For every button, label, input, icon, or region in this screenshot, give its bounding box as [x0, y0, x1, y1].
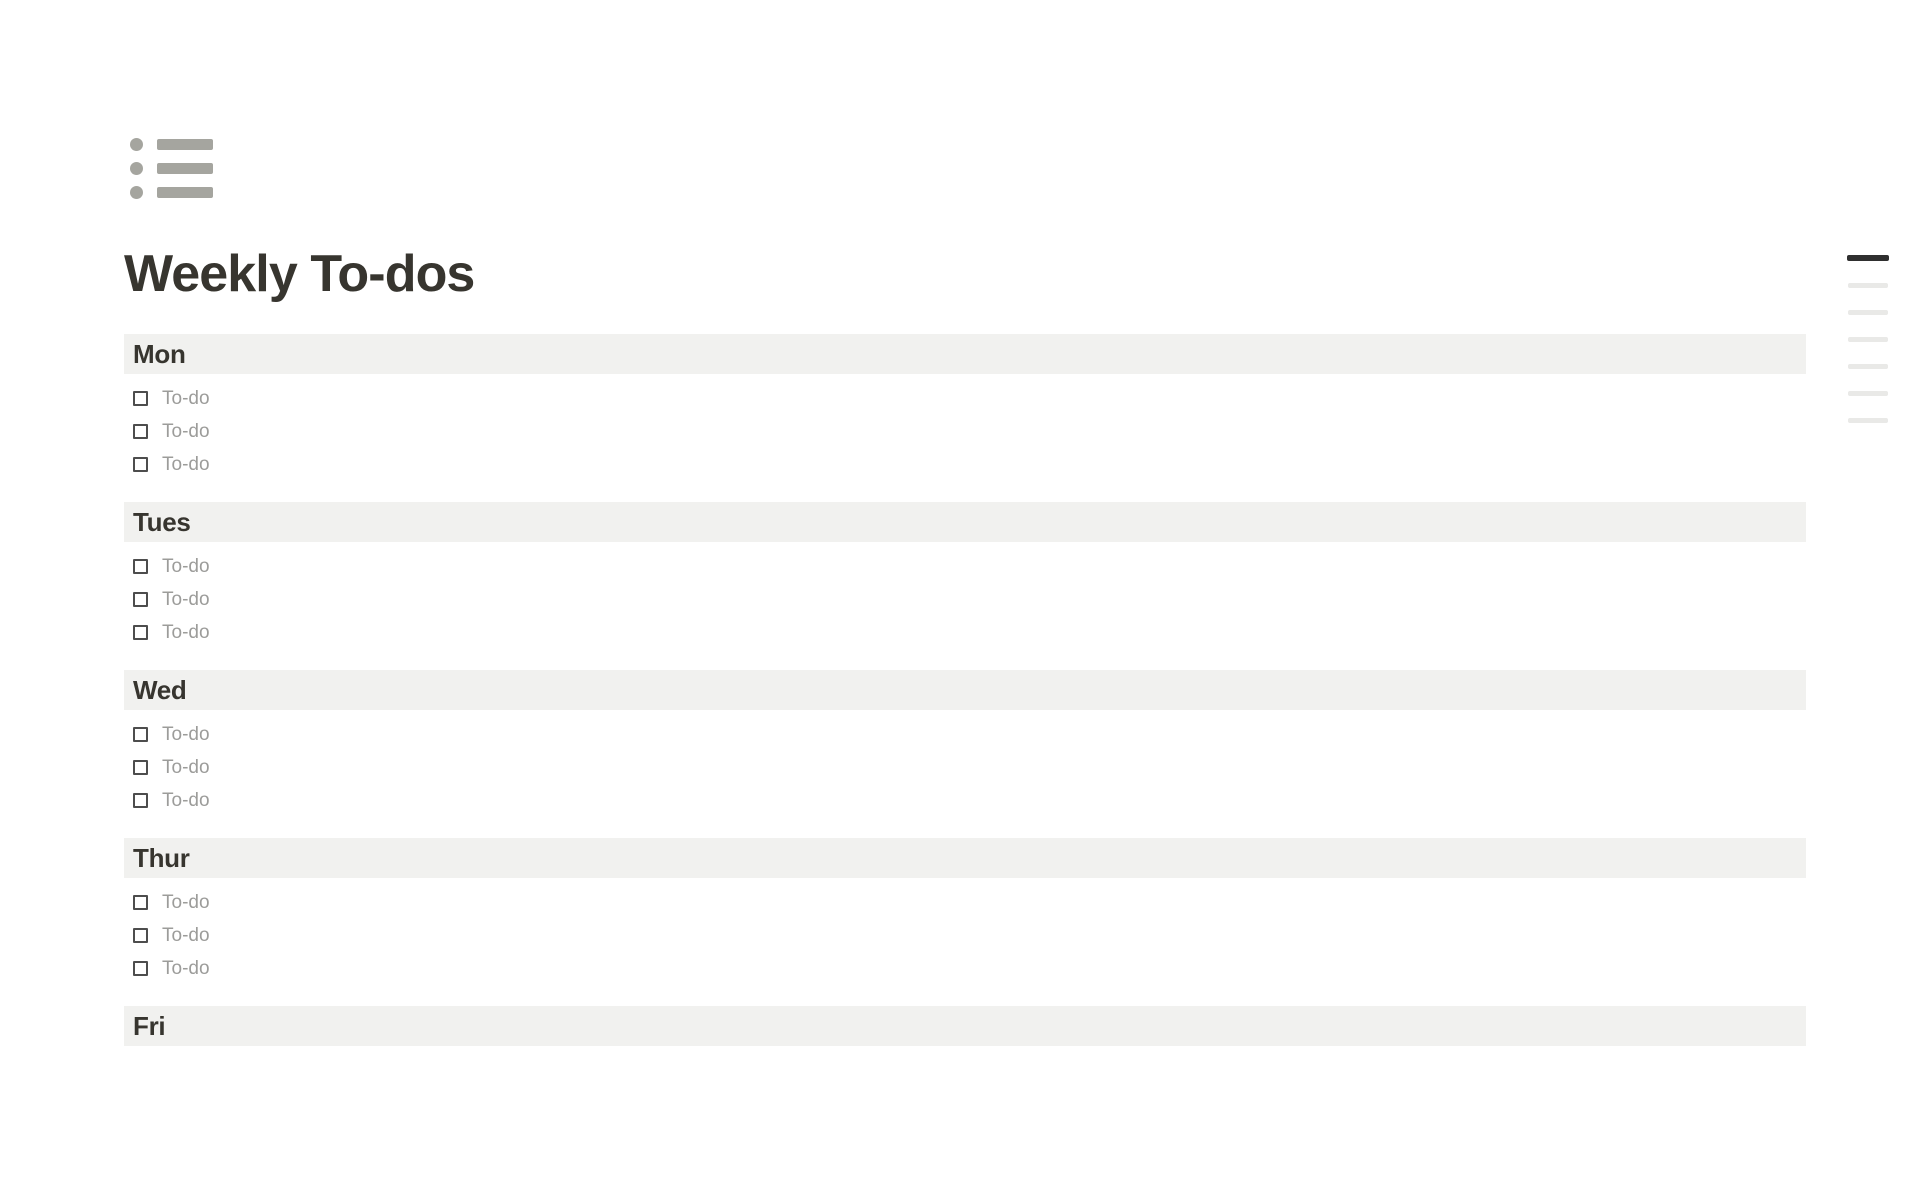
todo-label[interactable]: To-do: [162, 756, 210, 778]
list-icon-bullet: [130, 161, 143, 175]
todo-list: To-do To-do To-do: [124, 884, 1806, 1006]
toc-entry[interactable]: [1847, 255, 1889, 261]
day-section-header[interactable]: Fri: [124, 1006, 1806, 1046]
toc-entry[interactable]: [1848, 391, 1888, 396]
day-section: Tues To-do To-do To-do: [124, 502, 1806, 670]
todo-label[interactable]: To-do: [162, 588, 210, 610]
todo-row[interactable]: To-do: [124, 718, 1806, 751]
day-section: Fri: [124, 1006, 1806, 1075]
todo-row[interactable]: To-do: [124, 583, 1806, 616]
day-section-header[interactable]: Thur: [124, 838, 1806, 878]
todo-list: To-do To-do To-do: [124, 716, 1806, 838]
todo-label[interactable]: To-do: [162, 555, 210, 577]
list-icon-row: [130, 156, 216, 180]
list-icon-line: [157, 162, 213, 174]
todo-checkbox[interactable]: [133, 625, 148, 640]
todo-label[interactable]: To-do: [162, 957, 210, 979]
todo-row[interactable]: To-do: [124, 448, 1806, 481]
toc-entry[interactable]: [1848, 337, 1888, 342]
todo-checkbox[interactable]: [133, 592, 148, 607]
todo-checkbox[interactable]: [133, 895, 148, 910]
todo-label[interactable]: To-do: [162, 723, 210, 745]
list-icon-row: [130, 132, 216, 156]
day-section-label: Fri: [133, 1011, 166, 1041]
day-section-label: Tues: [133, 507, 191, 537]
todo-label[interactable]: To-do: [162, 621, 210, 643]
day-section: Wed To-do To-do To-do: [124, 670, 1806, 838]
todo-row[interactable]: To-do: [124, 919, 1806, 952]
day-section: Thur To-do To-do To-do: [124, 838, 1806, 1006]
day-section-label: Thur: [133, 843, 190, 873]
toc-entry[interactable]: [1848, 364, 1888, 369]
todo-row[interactable]: To-do: [124, 952, 1806, 985]
list-icon-bullet: [130, 185, 143, 199]
toc-entry[interactable]: [1848, 283, 1888, 288]
todo-checkbox[interactable]: [133, 424, 148, 439]
todo-checkbox[interactable]: [133, 457, 148, 472]
day-section: Mon To-do To-do To-do: [124, 334, 1806, 502]
list-icon-row: [130, 180, 216, 204]
todo-checkbox[interactable]: [133, 727, 148, 742]
todo-label[interactable]: To-do: [162, 789, 210, 811]
todo-checkbox[interactable]: [133, 760, 148, 775]
todo-label[interactable]: To-do: [162, 891, 210, 913]
todo-checkbox[interactable]: [133, 559, 148, 574]
todo-row[interactable]: To-do: [124, 550, 1806, 583]
todo-label[interactable]: To-do: [162, 387, 210, 409]
todo-list: To-do To-do To-do: [124, 380, 1806, 502]
sections-container: Mon To-do To-do To-do Tues To-do To-do To-do Wed…: [124, 334, 1806, 1075]
todo-label[interactable]: To-do: [162, 420, 210, 442]
todo-label[interactable]: To-do: [162, 453, 210, 475]
list-icon-line: [157, 138, 213, 150]
todo-row[interactable]: To-do: [124, 751, 1806, 784]
table-of-contents-minimap[interactable]: [1830, 255, 1920, 445]
todo-checkbox[interactable]: [133, 793, 148, 808]
todo-label[interactable]: To-do: [162, 924, 210, 946]
day-section-header[interactable]: Mon: [124, 334, 1806, 374]
todo-checkbox[interactable]: [133, 961, 148, 976]
list-icon-bullet: [130, 137, 143, 151]
todo-list: To-do To-do To-do: [124, 548, 1806, 670]
bulleted-list-icon[interactable]: [130, 132, 216, 204]
todo-checkbox[interactable]: [133, 928, 148, 943]
todo-row[interactable]: To-do: [124, 382, 1806, 415]
toc-entry[interactable]: [1848, 418, 1888, 423]
day-section-label: Mon: [133, 339, 186, 369]
todo-row[interactable]: To-do: [124, 784, 1806, 817]
todo-row[interactable]: To-do: [124, 886, 1806, 919]
todo-checkbox[interactable]: [133, 391, 148, 406]
todo-row[interactable]: To-do: [124, 415, 1806, 448]
toc-entry[interactable]: [1848, 310, 1888, 315]
page-title[interactable]: Weekly To-dos: [124, 245, 475, 303]
list-icon-line: [157, 186, 213, 198]
day-section-header[interactable]: Tues: [124, 502, 1806, 542]
todo-list: [124, 1052, 1806, 1075]
todo-row[interactable]: To-do: [124, 616, 1806, 649]
day-section-label: Wed: [133, 675, 187, 705]
day-section-header[interactable]: Wed: [124, 670, 1806, 710]
